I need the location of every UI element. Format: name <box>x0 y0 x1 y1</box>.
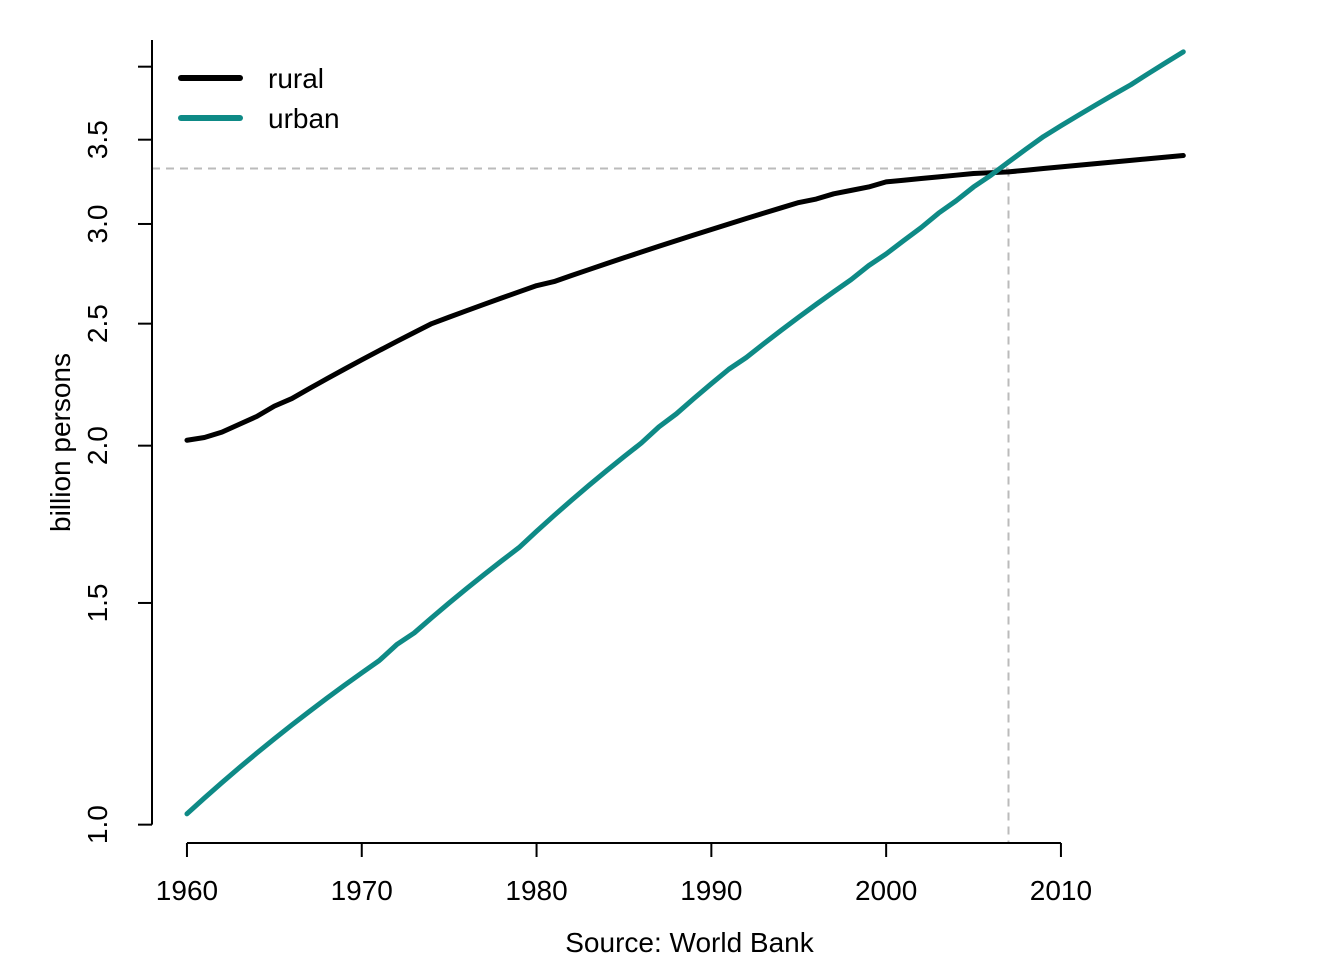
x-ticks: 1960 1970 1980 1990 2000 2010 <box>156 843 1092 906</box>
y-tick-label: 3.0 <box>82 205 113 244</box>
y-tick-label: 2.0 <box>82 426 113 465</box>
x-tick-label: 2000 <box>855 875 917 906</box>
y-axis-label: billion persons <box>45 353 76 532</box>
y-ticks: 1.0 1.5 2.0 2.5 3.0 3.5 <box>82 65 152 844</box>
series-line-rural <box>184 153 1186 443</box>
reference-lines <box>152 167 1010 843</box>
x-tick-label: 2010 <box>1030 875 1092 906</box>
legend-label-urban: urban <box>268 103 340 134</box>
legend-label-rural: rural <box>268 63 324 94</box>
x-tick-label: 1970 <box>331 875 393 906</box>
x-tick-label: 1990 <box>680 875 742 906</box>
series-lines <box>184 49 1186 817</box>
legend: rural urban <box>178 63 340 134</box>
series-line-urban <box>184 49 1186 817</box>
y-tick-label: 1.5 <box>82 583 113 622</box>
y-tick-label: 3.5 <box>82 120 113 159</box>
x-axis-label: Source: World Bank <box>565 927 814 958</box>
x-tick-label: 1960 <box>156 875 218 906</box>
axes: 1960 1970 1980 1990 2000 2010 1.0 1.5 2.0 2.5 3.0… <box>45 40 1092 958</box>
y-tick-label: 2.5 <box>82 304 113 343</box>
x-tick-label: 1980 <box>505 875 567 906</box>
y-tick-label: 1.0 <box>82 805 113 844</box>
